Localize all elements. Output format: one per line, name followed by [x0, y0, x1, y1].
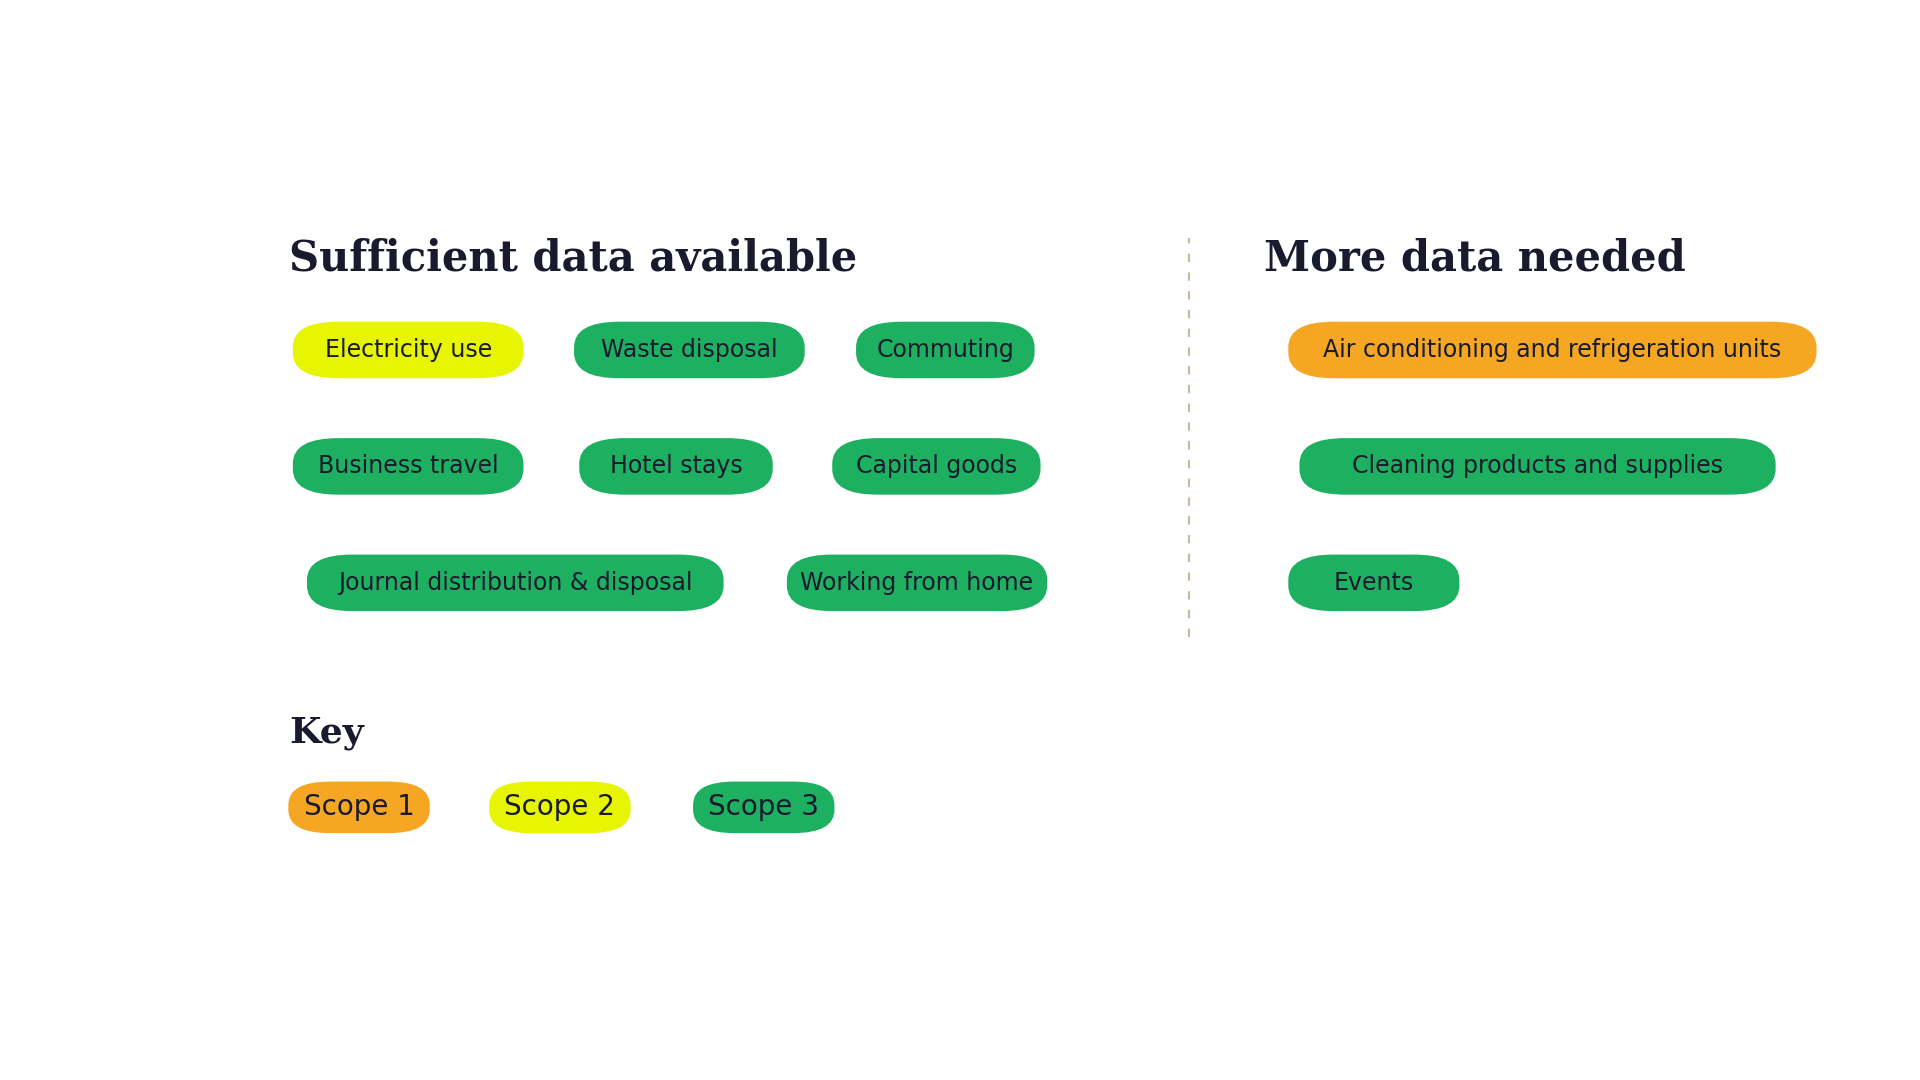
FancyBboxPatch shape: [856, 322, 1035, 378]
Text: Hotel stays: Hotel stays: [611, 455, 743, 478]
FancyBboxPatch shape: [490, 782, 630, 833]
FancyBboxPatch shape: [307, 554, 724, 611]
FancyBboxPatch shape: [294, 438, 524, 495]
Text: Journal distribution & disposal: Journal distribution & disposal: [338, 571, 693, 595]
FancyBboxPatch shape: [787, 554, 1046, 611]
FancyBboxPatch shape: [1300, 438, 1776, 495]
FancyBboxPatch shape: [831, 438, 1041, 495]
FancyBboxPatch shape: [288, 782, 430, 833]
Text: Commuting: Commuting: [876, 338, 1014, 362]
FancyBboxPatch shape: [580, 438, 772, 495]
FancyBboxPatch shape: [294, 322, 524, 378]
Text: Cleaning products and supplies: Cleaning products and supplies: [1352, 455, 1722, 478]
Text: More data needed: More data needed: [1263, 238, 1686, 280]
FancyBboxPatch shape: [1288, 554, 1459, 611]
Text: Sufficient data available: Sufficient data available: [290, 238, 858, 280]
Text: Scope 3: Scope 3: [708, 794, 820, 822]
Text: Events: Events: [1334, 571, 1413, 595]
Text: Waste disposal: Waste disposal: [601, 338, 778, 362]
Text: Working from home: Working from home: [801, 571, 1033, 595]
Text: Air conditioning and refrigeration units: Air conditioning and refrigeration units: [1323, 338, 1782, 362]
FancyBboxPatch shape: [693, 782, 835, 833]
Text: Key: Key: [290, 716, 365, 750]
Text: Electricity use: Electricity use: [324, 338, 492, 362]
FancyBboxPatch shape: [1288, 322, 1816, 378]
Text: Capital goods: Capital goods: [856, 455, 1018, 478]
FancyBboxPatch shape: [574, 322, 804, 378]
Text: Business travel: Business travel: [319, 455, 499, 478]
Text: Scope 2: Scope 2: [505, 794, 614, 822]
Text: Scope 1: Scope 1: [303, 794, 415, 822]
